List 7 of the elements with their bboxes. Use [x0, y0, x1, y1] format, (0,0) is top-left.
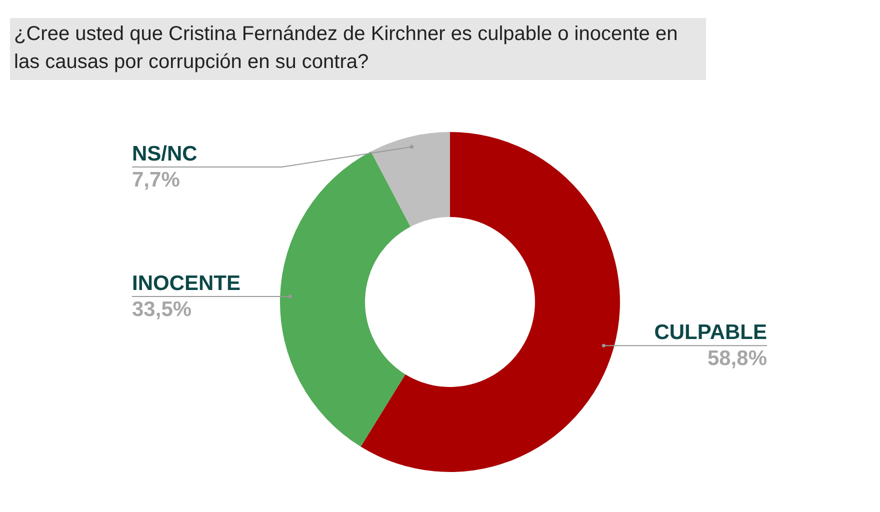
slice-label: INOCENTE: [132, 272, 241, 295]
data-label: 7,7%: [132, 168, 180, 192]
slice-label: CULPABLE: [654, 320, 767, 344]
chart-title: ¿Cree usted que Cristina Fernández de Kirchner es culpable o inocente en las causas por corrupción en su contra?: [10, 18, 706, 80]
data-label: 33,5%: [132, 298, 192, 321]
data-label: 58,8%: [707, 346, 768, 370]
slice-label: NS/NC: [132, 142, 198, 166]
